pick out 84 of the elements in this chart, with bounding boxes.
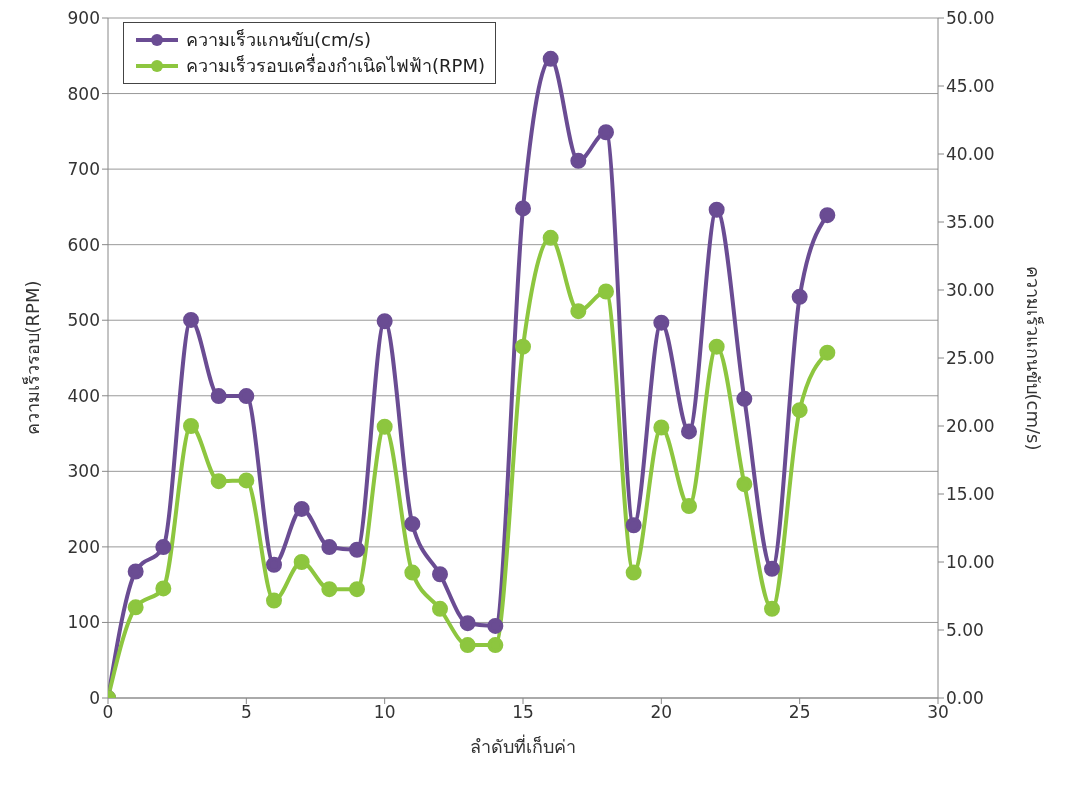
point [155,580,172,597]
point [210,473,227,490]
point [598,124,614,141]
y-tick-label: 0 [89,688,100,709]
point [708,201,725,218]
x-axis-title: ลำดับที่เก็บค่า [470,734,576,757]
x-tick-label: 5 [240,702,252,723]
point [764,560,780,577]
y-tick-label: 500 [67,310,100,331]
point [293,500,310,517]
point [653,314,670,331]
point [349,541,365,558]
point [570,303,587,320]
y2-tick-label: 10.00 [946,552,995,573]
point [266,556,282,573]
point [238,388,255,405]
point [542,229,559,246]
legend-label: ความเร็วรอบเครื่องกำเนิดไฟฟ้า(RPM) [186,53,485,78]
y2-tick-label: 30.00 [946,280,995,301]
y-tick-label: 900 [67,8,100,29]
point [404,515,421,532]
point [293,554,310,570]
point [376,418,393,435]
y-axis-title: ความเร็วรอบ(RPM) [21,280,44,436]
point [736,476,753,493]
point [266,592,282,609]
point [515,200,531,217]
point [349,581,365,598]
point [321,539,338,556]
y-tick-label: 100 [67,612,100,633]
point [487,617,504,634]
y2-tick-label: 25.00 [946,348,995,369]
point [515,338,531,355]
x-tick-label: 0 [102,702,114,723]
y2-tick-label: 5.00 [946,620,984,641]
point [127,563,144,580]
y2-axis-title: ความเร็วแกนขับ(cm/s) [1022,265,1045,451]
point [404,564,421,581]
y2-tick-label: 45.00 [946,76,995,97]
point [459,615,476,632]
point [376,313,393,330]
point [155,539,172,556]
point [432,566,448,583]
y2-tick-label: 50.00 [946,8,995,29]
point [598,283,614,300]
point [681,423,697,440]
y-tick-label: 200 [67,536,100,557]
x-tick-label: 20 [650,702,673,723]
point [736,390,753,407]
point [819,207,836,224]
point [542,50,559,67]
point [183,311,199,328]
point [653,419,670,436]
x-tick-label: 15 [512,702,534,723]
point [459,637,476,654]
y-tick-label: 600 [67,234,100,255]
y-tick-label: 800 [67,83,100,104]
point [183,418,199,434]
point [487,637,504,654]
y-tick-label: 700 [67,159,100,180]
point [210,388,227,405]
y-tick-label: 300 [67,461,100,482]
point [681,498,697,515]
point [625,564,642,581]
y2-tick-label: 15.00 [946,484,995,505]
point [432,600,448,617]
point [625,517,642,534]
y-tick-label: 400 [67,385,100,406]
point [321,581,338,598]
x-tick-label: 10 [373,702,396,723]
x-tick-label: 30 [927,702,949,723]
y2-tick-label: 20.00 [946,416,995,437]
point [819,344,836,361]
point [708,338,725,355]
y2-tick-label: 40.00 [946,144,995,165]
x-tick-label: 25 [788,702,811,723]
point [791,288,808,305]
point [570,152,587,169]
point [791,402,808,419]
point [764,600,780,617]
legend-label: ความเร็วแกนขับ(cm/s) [186,28,371,52]
point [127,599,144,616]
point [238,472,255,489]
y2-tick-label: 35.00 [946,212,995,233]
